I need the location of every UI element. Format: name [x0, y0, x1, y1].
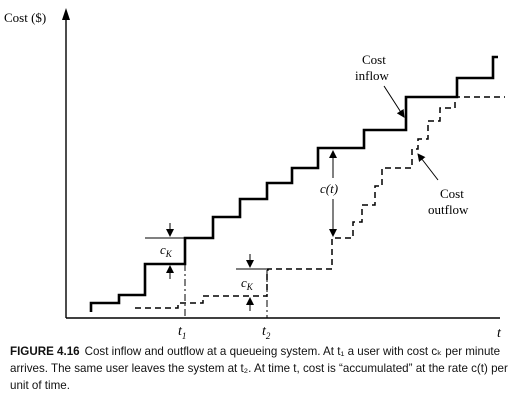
ck-lower-dimension: cK — [236, 254, 268, 311]
y-axis-label: Cost ($) — [4, 10, 46, 25]
cost-inflow-staircase — [89, 55, 498, 312]
figure-caption: FIGURE 4.16 Cost inflow and outflow at a … — [10, 343, 515, 394]
inflow-label-group: Cost inflow — [355, 52, 405, 118]
figure-caption-text: Cost inflow and outflow at a queueing sy… — [10, 345, 508, 392]
ck-upper-dimension: cK — [145, 223, 186, 279]
t1-label: t1 — [178, 324, 186, 341]
x-axis-label: t — [497, 326, 502, 341]
inflow-label-line2: inflow — [355, 68, 390, 83]
svg-text:cK: cK — [241, 275, 254, 292]
y-axis-arrowhead — [62, 8, 70, 20]
figure-caption-label: FIGURE 4.16 — [10, 345, 80, 358]
svg-text:cK: cK — [160, 242, 173, 259]
outflow-label-line2: outflow — [428, 202, 469, 217]
svg-text:c(t): c(t) — [320, 181, 338, 196]
t2-label: t2 — [262, 324, 271, 341]
inflow-label-line1: Cost — [362, 52, 386, 67]
outflow-label-line1: Cost — [440, 186, 464, 201]
cost-outflow-staircase — [135, 96, 505, 309]
outflow-label-group: Cost outflow — [417, 153, 469, 217]
ct-dimension: c(t) — [320, 150, 338, 237]
